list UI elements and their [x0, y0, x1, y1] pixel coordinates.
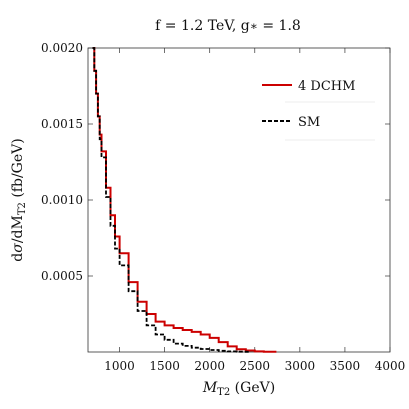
x-tick-label: 2000 — [194, 359, 225, 373]
chart-title: f = 1.2 TeV, g∗ = 1.8 — [155, 18, 301, 34]
legend: 4 DCHM SM — [262, 79, 375, 141]
legend-label-sm: SM — [298, 115, 320, 130]
series-line-sm — [92, 47, 250, 353]
x-tick-label: 3500 — [330, 359, 361, 373]
y-axis-ticks: 0.0005 0.0010 0.0015 0.0020 — [41, 41, 390, 283]
x-tick-label: 3000 — [285, 359, 316, 373]
x-tick-label: 1500 — [149, 359, 180, 373]
series-layer — [92, 47, 277, 353]
y-tick-label: 0.0010 — [41, 193, 83, 207]
y-tick-label: 0.0020 — [41, 41, 83, 55]
x-tick-label: 2500 — [240, 359, 271, 373]
x-axis-label: MT2 (GeV) — [202, 380, 275, 398]
x-tick-label: 1000 — [104, 359, 135, 373]
series-line-4dchm — [92, 47, 277, 353]
x-tick-label: 4000 — [375, 359, 406, 373]
legend-label-4dchm: 4 DCHM — [298, 79, 355, 94]
x-axis-ticks: 1000 1500 2000 2500 3000 3500 4000 — [104, 48, 405, 373]
y-tick-label: 0.0015 — [41, 117, 83, 131]
y-tick-label: 0.0005 — [41, 269, 83, 283]
y-axis-label: dσ/dMT2 (fb/GeV) — [10, 138, 28, 261]
